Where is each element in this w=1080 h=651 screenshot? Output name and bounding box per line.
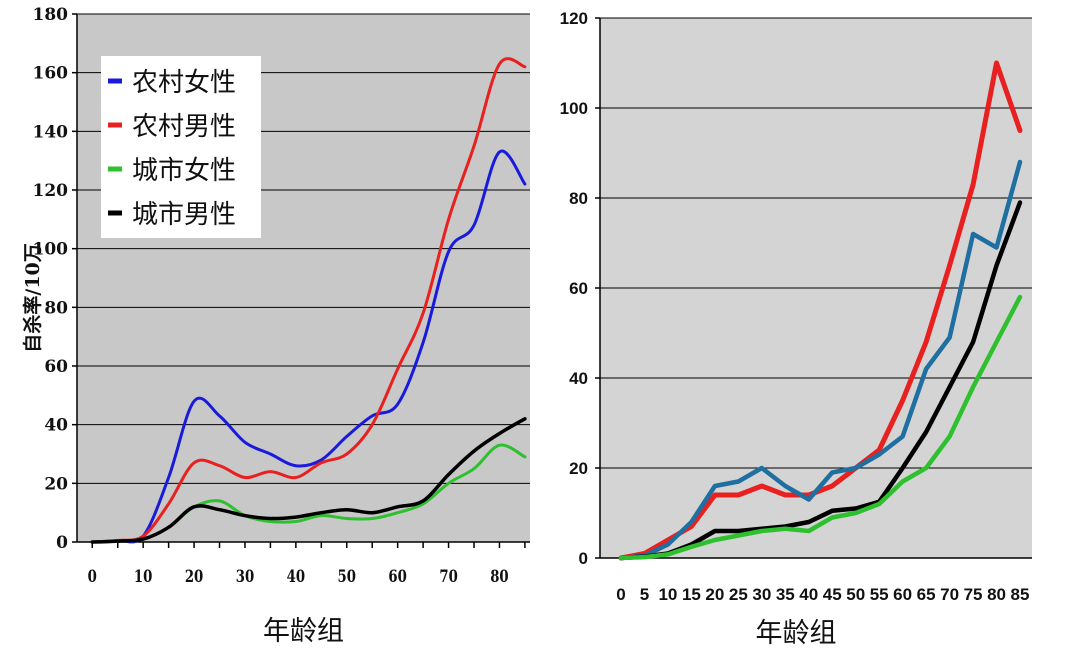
legend-label: 城市男性 (132, 200, 236, 230)
series-line (90, 149, 527, 544)
x-tick-label: 40 (287, 566, 305, 586)
y-tick-label: 120 (33, 181, 69, 201)
x-tick-label: 80 (987, 585, 1006, 604)
x-axis-title: 年龄组 (263, 616, 344, 647)
y-tick-label: 20 (569, 459, 588, 478)
legend-label: 农村女性 (132, 68, 236, 98)
series-line (618, 294, 1023, 561)
series-line (90, 57, 527, 544)
legend-label: 城市女性 (132, 156, 236, 186)
series-line (618, 159, 1023, 561)
x-tick-label: 20 (705, 585, 724, 604)
y-tick-label: 60 (569, 279, 588, 298)
x-tick-label: 80 (490, 566, 508, 586)
y-tick-label: 20 (44, 474, 68, 494)
x-tick-label: 85 (1011, 585, 1030, 604)
x-tick-label: 50 (846, 585, 865, 604)
x-tick-label: 5 (640, 585, 649, 604)
x-tick-label: 70 (940, 585, 959, 604)
y-tick-label: 120 (560, 9, 588, 28)
x-tick-label: 70 (439, 566, 457, 586)
y-tick-label: 40 (569, 369, 588, 388)
x-tick-label: 55 (870, 585, 889, 604)
chart-rural-urban: 0 20 40 60 80 100 120 140 160 180 0 10 20 30 40 50 60 70 8… (21, 5, 530, 647)
series-line (90, 417, 527, 544)
legend-box (101, 56, 261, 238)
y-tick-label: 100 (560, 99, 588, 118)
x-tick-label: 10 (658, 585, 677, 604)
x-tick-label: 75 (964, 585, 983, 604)
x-tick-label: 20 (185, 566, 203, 586)
y-tick-label: 0 (579, 549, 588, 568)
y-tick-label: 80 (44, 298, 68, 318)
y-tick-label: 40 (44, 416, 68, 436)
legend-label: 农村男性 (132, 112, 236, 142)
y-tick-label: 100 (33, 240, 69, 260)
x-tick-label: 40 (799, 585, 818, 604)
y-axis-title: 自杀率/10万 (21, 243, 44, 352)
x-tick-label: 0 (616, 585, 625, 604)
y-tick-label: 80 (569, 189, 588, 208)
x-axis-title: 年龄组 (756, 618, 837, 649)
x-tick-label: 45 (823, 585, 842, 604)
y-tick-label: 0 (56, 533, 68, 553)
y-tick-label: 60 (44, 357, 68, 377)
x-tick-label: 15 (682, 585, 701, 604)
x-tick-label: 0 (88, 566, 97, 586)
x-tick-label: 30 (236, 566, 254, 586)
y-tick-label: 140 (33, 122, 69, 142)
y-tick-label: 180 (33, 5, 69, 25)
x-tick-label: 50 (338, 566, 356, 586)
x-tick-label: 60 (893, 585, 912, 604)
y-tick-label: 160 (33, 64, 69, 84)
x-tick-label: 30 (752, 585, 771, 604)
x-tick-label: 35 (776, 585, 795, 604)
x-tick-label: 60 (388, 566, 406, 586)
x-tick-label: 25 (729, 585, 748, 604)
x-tick-label: 65 (917, 585, 936, 604)
x-tick-label: 10 (134, 566, 152, 586)
